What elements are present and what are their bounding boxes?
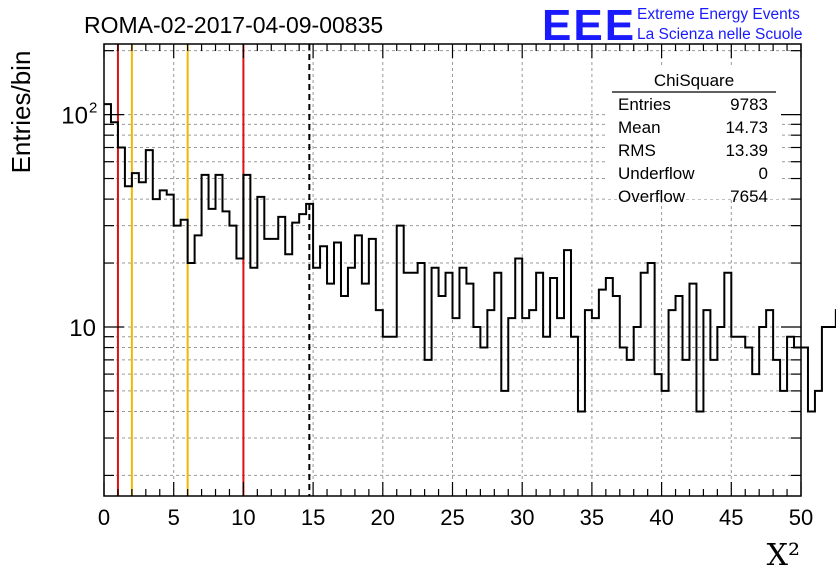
stats-row-value: 0	[759, 164, 768, 183]
y-tick-exponent: 2	[89, 100, 97, 117]
x-tick-label: 5	[168, 505, 180, 530]
stats-row-value: 9783	[730, 95, 768, 114]
eee-logo-line1: Extreme Energy Events	[637, 6, 800, 23]
stats-row-value: 13.39	[725, 141, 768, 160]
stats-row-label: Entries	[618, 95, 671, 114]
axis-ticks	[103, 44, 802, 496]
x-tick-label: 0	[98, 505, 110, 530]
x-axis-label: X²	[767, 538, 800, 572]
stats-row-value: 14.73	[725, 118, 768, 137]
x-tick-label: 30	[510, 505, 534, 530]
x-tick-label: 45	[719, 505, 743, 530]
x-tick-label: 20	[371, 505, 395, 530]
stats-row-label: Underflow	[618, 164, 695, 183]
stats-row-label: RMS	[618, 141, 656, 160]
eee-logo: EEE Extreme Energy Events La Scienza nel…	[542, 1, 802, 50]
x-tick-label: 40	[649, 505, 673, 530]
stats-row-value: 7654	[730, 187, 768, 206]
y-tick-label: 10	[69, 315, 96, 342]
eee-logo-mark: EEE	[542, 1, 636, 50]
eee-logo-line2: La Scienza nelle Scuole	[637, 26, 802, 43]
x-tick-label: 25	[440, 505, 464, 530]
x-tick-label: 15	[301, 505, 325, 530]
x-tick-labels: 0 5 10 15 20 25 30 35 40 45 50	[98, 505, 813, 530]
y-axis-label: Entries/bin	[6, 51, 36, 174]
run-title: ROMA-02-2017-04-09-00835	[84, 12, 383, 38]
stats-row-label: Mean	[618, 118, 661, 137]
reference-lines	[116, 44, 311, 496]
stats-row-label: Overflow	[618, 187, 686, 206]
x-tick-label: 50	[789, 505, 813, 530]
x-tick-label: 35	[580, 505, 604, 530]
x-tick-label: 10	[231, 505, 255, 530]
y-tick-label: 10	[61, 103, 88, 130]
stats-box-title: ChiSquare	[654, 71, 734, 90]
stats-box: ChiSquare Entries 9783 Mean 14.73 RMS 13.39 Un…	[608, 66, 779, 206]
